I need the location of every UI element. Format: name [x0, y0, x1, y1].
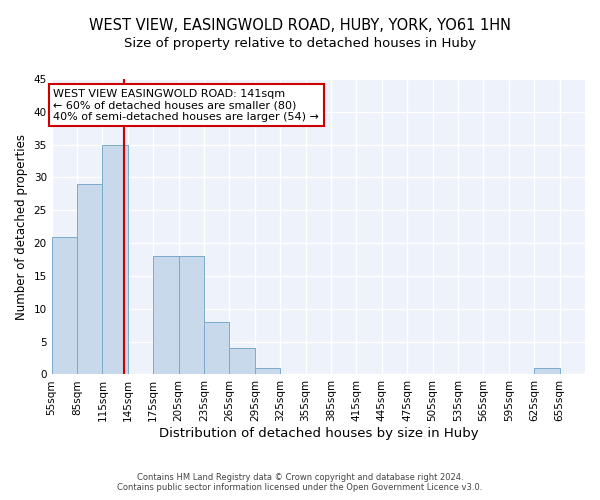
Y-axis label: Number of detached properties: Number of detached properties: [15, 134, 28, 320]
Bar: [153, 256, 179, 374]
Bar: [204, 322, 229, 374]
Bar: [103, 144, 128, 374]
Text: WEST VIEW EASINGWOLD ROAD: 141sqm
← 60% of detached houses are smaller (80)
40% : WEST VIEW EASINGWOLD ROAD: 141sqm ← 60% …: [53, 89, 319, 122]
Bar: [179, 256, 204, 374]
Bar: [77, 184, 103, 374]
Bar: [534, 368, 560, 374]
Bar: [255, 368, 280, 374]
Text: Size of property relative to detached houses in Huby: Size of property relative to detached ho…: [124, 38, 476, 51]
Text: Contains HM Land Registry data © Crown copyright and database right 2024.: Contains HM Land Registry data © Crown c…: [137, 472, 463, 482]
Bar: [52, 236, 77, 374]
Text: WEST VIEW, EASINGWOLD ROAD, HUBY, YORK, YO61 1HN: WEST VIEW, EASINGWOLD ROAD, HUBY, YORK, …: [89, 18, 511, 32]
Bar: [229, 348, 255, 374]
X-axis label: Distribution of detached houses by size in Huby: Distribution of detached houses by size …: [158, 427, 478, 440]
Text: Contains public sector information licensed under the Open Government Licence v3: Contains public sector information licen…: [118, 484, 482, 492]
